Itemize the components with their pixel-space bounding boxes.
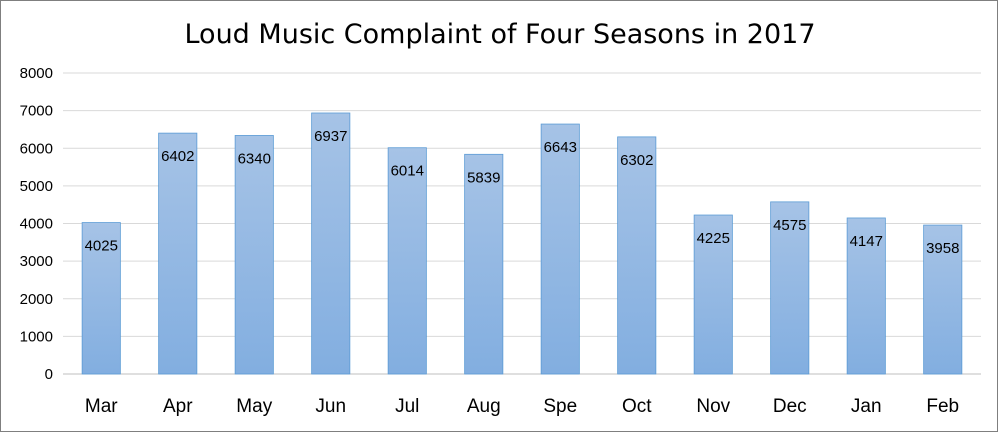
data-label-jan: 4147 <box>850 233 883 250</box>
data-label-apr: 6402 <box>161 148 194 165</box>
x-tick-label-mar: Mar <box>85 396 118 417</box>
x-tick-label-may: May <box>236 396 272 417</box>
y-tick-label: 4000 <box>20 216 53 233</box>
bar-jun <box>311 112 351 375</box>
x-tick-label-aug: Aug <box>467 396 501 417</box>
bar-spe <box>540 123 580 375</box>
y-tick-label: 8000 <box>20 65 53 82</box>
y-tick-label: 5000 <box>20 178 53 195</box>
bar-apr <box>158 132 198 375</box>
x-tick-label-nov: Nov <box>696 396 730 417</box>
x-tick-label-feb: Feb <box>926 396 959 417</box>
x-tick-label-apr: Apr <box>163 396 193 417</box>
data-label-dec: 4575 <box>773 217 806 234</box>
bar-nov <box>693 214 733 375</box>
x-tick-label-jul: Jul <box>395 396 419 417</box>
bar-jan <box>846 217 886 375</box>
y-tick-label: 2000 <box>20 291 53 308</box>
data-label-spe: 6643 <box>544 139 577 156</box>
y-tick-label: 3000 <box>20 253 53 270</box>
y-tick-label: 7000 <box>20 103 53 120</box>
bar-jul <box>387 147 427 375</box>
x-tick-label-jan: Jan <box>851 396 882 417</box>
y-tick-label: 0 <box>45 366 53 383</box>
data-label-jul: 6014 <box>391 163 424 180</box>
x-tick-label-oct: Oct <box>622 396 652 417</box>
data-label-nov: 4225 <box>697 230 730 247</box>
chart-title: Loud Music Complaint of Four Seasons in … <box>184 19 815 50</box>
bar-oct <box>617 136 657 375</box>
x-tick-label-dec: Dec <box>773 396 807 417</box>
bar-feb <box>923 224 963 375</box>
y-tick-label: 1000 <box>20 328 53 345</box>
data-label-jun: 6937 <box>314 128 347 145</box>
bar-may <box>234 135 274 375</box>
data-label-feb: 3958 <box>926 240 959 257</box>
x-tick-label-jun: Jun <box>315 396 346 417</box>
y-tick-label: 6000 <box>20 140 53 157</box>
bar-mar <box>81 222 121 375</box>
data-label-may: 6340 <box>238 150 271 167</box>
data-label-mar: 4025 <box>85 238 118 255</box>
data-label-oct: 6302 <box>620 152 653 169</box>
x-tick-label-spe: Spe <box>543 396 577 417</box>
data-label-aug: 5839 <box>467 169 500 186</box>
bar-dec <box>770 201 810 375</box>
bar-aug <box>464 153 504 375</box>
